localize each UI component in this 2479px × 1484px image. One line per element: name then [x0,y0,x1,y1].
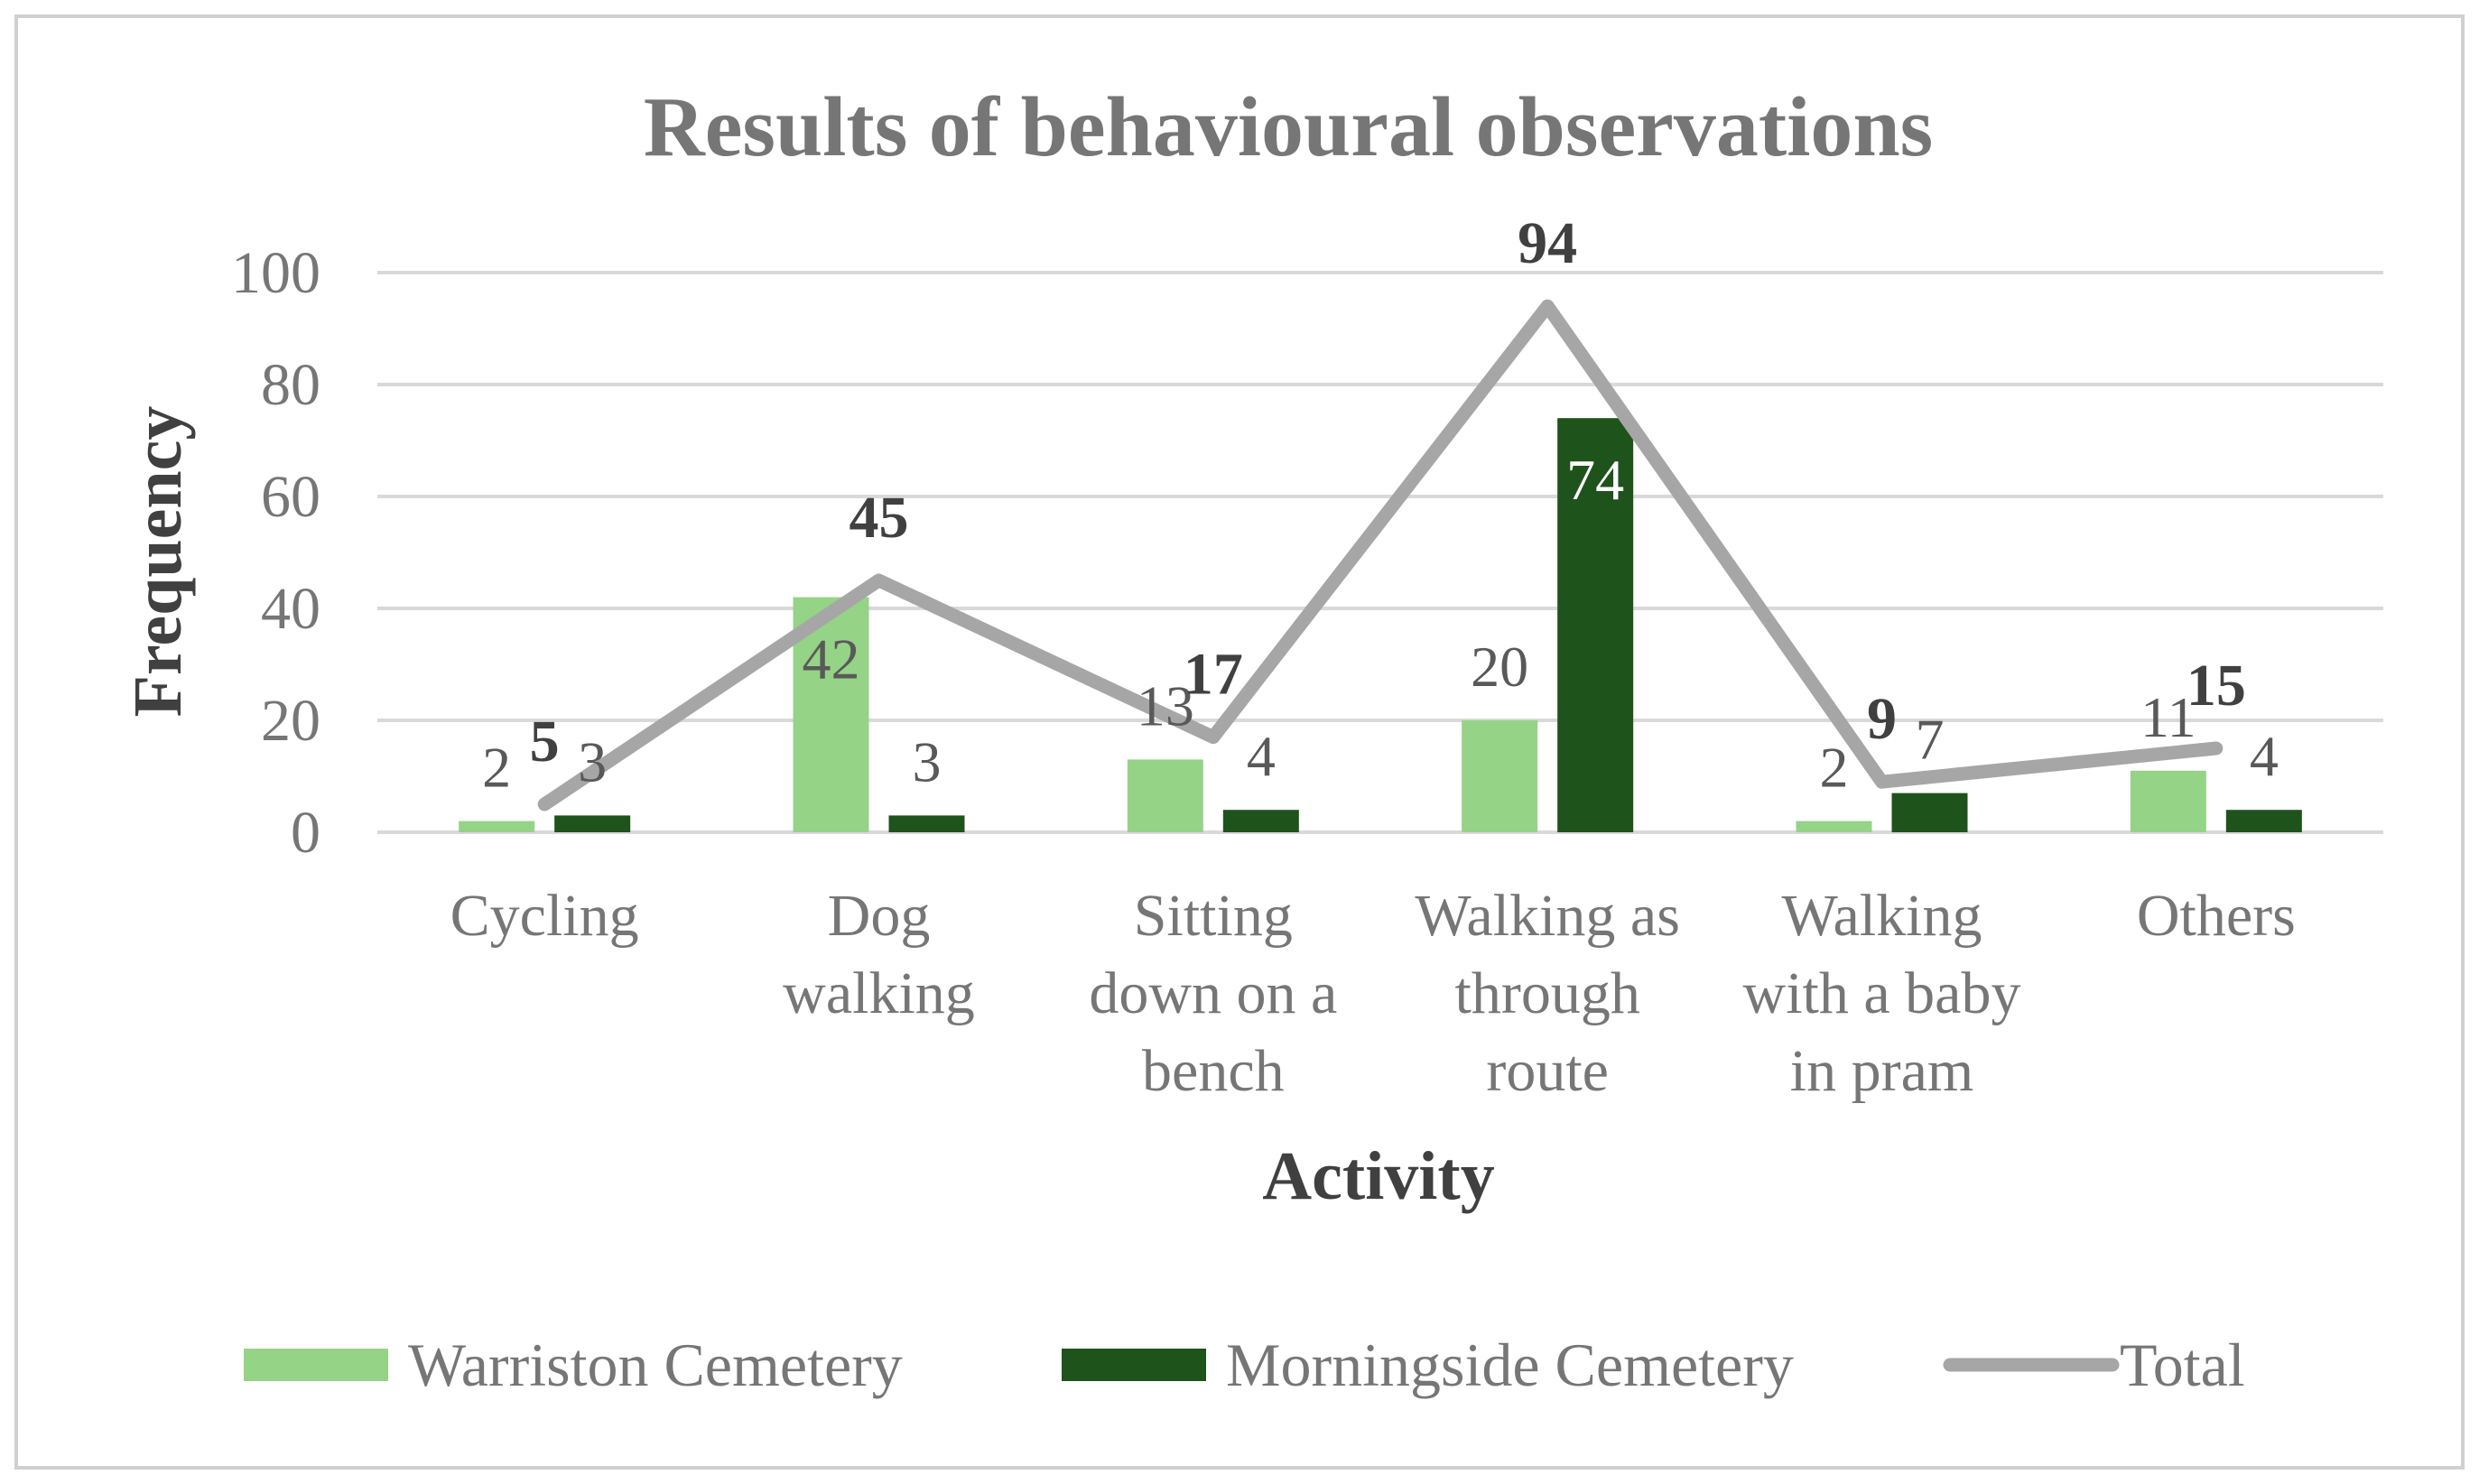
y-axis-title: Frequency [120,406,196,718]
data-label-warriston-5: 11 [2140,685,2196,749]
bar-warriston-4 [1796,821,1872,832]
category-label-3-line-1: through [1455,960,1640,1026]
bar-morningside-4 [1891,793,1968,832]
total-line [537,299,2224,812]
data-label-warriston-0: 2 [482,736,511,800]
category-label-3: Walking as through route [1415,883,1679,1104]
y-tick-label-40: 40 [261,576,320,642]
bar-morningside-5 [2225,810,2302,832]
data-label-morningside-2: 4 [1247,724,1276,788]
y-tick-label-100: 100 [231,240,320,306]
category-label-5-line-0: Others [2137,883,2296,949]
bar-warriston-5 [2130,770,2206,832]
category-label-4-line-2: in pram [1790,1038,1973,1104]
bar-morningside-0 [554,815,631,832]
category-label-2: Sitting down on a bench [1089,883,1337,1104]
bar-warriston-0 [459,821,535,832]
total-label-2: 17 [1184,642,1243,708]
data-label-warriston-1: 42 [803,627,860,691]
data-label-warriston-3: 20 [1471,635,1528,699]
category-label-1: Dog walking [783,883,975,1026]
category-label-2-line-1: down on a [1089,960,1337,1026]
legend: Warriston Cemetery Morningside Cemetery To… [244,1331,2245,1399]
y-tick-label-20: 20 [261,688,320,754]
y-tick-label-0: 0 [291,800,320,866]
data-label-morningside-1: 3 [913,729,942,793]
data-label-warriston-4: 2 [1820,736,1849,800]
category-label-0: Cycling [450,883,639,949]
bar-morningside-2 [1222,810,1299,832]
bars [459,418,2302,832]
y-axis-ticks: 0 20 40 60 80 100 [231,240,320,866]
category-label-3-line-0: Walking as [1415,883,1679,949]
data-label-warriston-2: 13 [1137,673,1194,737]
total-label-4: 9 [1867,686,1897,752]
category-label-2-line-0: Sitting [1134,883,1293,949]
total-label-3: 94 [1518,210,1577,276]
data-label-morningside-0: 3 [578,729,607,793]
legend-label-warriston: Warriston Cemetery [408,1331,903,1399]
legend-label-total: Total [2120,1331,2245,1399]
category-label-2-line-2: bench [1142,1038,1285,1104]
legend-swatch-morningside [1062,1349,1206,1381]
total-label-0: 5 [530,709,560,774]
total-label-5: 15 [2187,653,2246,719]
category-label-1-line-0: Dog [828,883,931,949]
category-label-5: Others [2137,883,2296,949]
bar-morningside-3 [1557,418,1634,832]
category-label-4-line-1: with a baby [1743,960,2021,1026]
chart-title: Results of behavioural observations [644,80,1933,174]
category-label-0-line-0: Cycling [450,883,639,949]
legend-swatch-warriston [244,1349,388,1381]
data-label-morningside-3: 74 [1566,448,1624,512]
data-label-morningside-5: 4 [2250,724,2279,788]
y-tick-label-80: 80 [261,352,320,418]
bar-warriston-2 [1127,759,1203,832]
bar-warriston-3 [1462,720,1538,832]
category-label-4-line-0: Walking [1782,883,1982,949]
y-tick-label-60: 60 [261,464,320,530]
chart-frame [14,14,2465,1470]
gridlines [377,271,2383,834]
x-axis-title: Activity [1262,1138,1494,1214]
category-label-1-line-1: walking [783,960,975,1026]
bar-morningside-1 [888,815,965,832]
total-label-1: 45 [850,485,909,551]
legend-label-morningside: Morningside Cemetery [1226,1331,1794,1399]
data-label-morningside-4: 7 [1916,708,1945,772]
category-label-4: Walking with a baby in pram [1743,883,2021,1104]
total-line-layer [537,299,2224,812]
category-label-3-line-2: route [1486,1038,1609,1104]
x-axis-categories: Cycling Dog walking Sitting down on a bench Wa… [450,883,2296,1104]
